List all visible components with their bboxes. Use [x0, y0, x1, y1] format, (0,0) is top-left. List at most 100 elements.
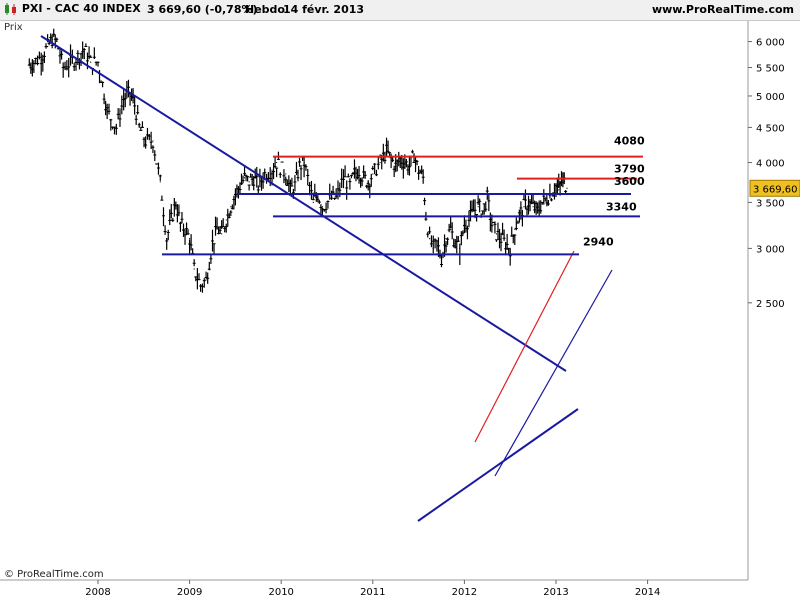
price-point	[230, 206, 232, 208]
price-point	[527, 201, 530, 204]
price-point	[166, 238, 168, 240]
price-point	[532, 206, 534, 208]
candlestick-icon	[5, 3, 16, 15]
price-point	[413, 154, 415, 156]
level-label-3600: 3600	[614, 175, 645, 188]
price-point	[47, 45, 49, 48]
price-point	[436, 242, 438, 245]
price-point	[56, 40, 58, 43]
x-tick-label: 2013	[543, 587, 568, 598]
price-point	[205, 279, 207, 281]
price-point	[353, 173, 356, 175]
price-point	[145, 140, 147, 142]
y-tick-label: 5 000	[756, 92, 785, 103]
level-label-2940: 2940	[583, 235, 614, 248]
price-point	[294, 185, 296, 187]
plot-area	[0, 21, 748, 580]
price-point	[379, 161, 381, 164]
price-point	[342, 177, 345, 179]
price-point	[482, 210, 484, 212]
price-point	[170, 219, 172, 221]
price-point	[97, 61, 99, 63]
price-point	[459, 247, 461, 249]
price-point	[505, 242, 507, 245]
price-point	[363, 177, 365, 179]
period-label: Hebdo	[245, 3, 285, 16]
price-point	[486, 197, 488, 199]
symbol-title: PXI - CAC 40 INDEX	[4, 2, 141, 16]
price-point	[335, 197, 337, 199]
price-point	[159, 181, 161, 183]
x-tick-label: 2008	[85, 587, 110, 598]
price-point	[541, 201, 543, 204]
price-point	[28, 64, 30, 66]
price-point	[199, 284, 202, 287]
price-point	[234, 193, 236, 195]
price-point	[193, 268, 195, 270]
price-point	[566, 187, 568, 189]
y-tick-label: 2 500	[756, 299, 785, 310]
price-point	[560, 181, 563, 183]
y-tick-label: 3 000	[756, 244, 785, 255]
price-point	[563, 181, 565, 183]
price-point	[500, 238, 502, 240]
price-point	[358, 169, 360, 171]
price-point	[257, 185, 259, 187]
price-point	[189, 238, 191, 240]
price-point	[264, 173, 266, 175]
level-label-4080: 4080	[614, 135, 645, 148]
price-point	[491, 223, 493, 226]
price-point	[372, 173, 374, 175]
price-point	[90, 61, 92, 63]
x-tick-label: 2010	[268, 587, 293, 598]
price-point	[62, 66, 64, 69]
price-point	[440, 257, 443, 260]
price-point	[33, 61, 35, 63]
price-point	[537, 210, 539, 212]
price-point	[276, 161, 278, 164]
symbol-label: PXI - CAC 40 INDEX	[21, 2, 141, 15]
price-point	[418, 169, 420, 171]
price-point	[239, 185, 241, 187]
date-label: 14 févr. 2013	[283, 3, 365, 16]
y-tick-label: 5 500	[756, 64, 785, 75]
price-point	[509, 247, 511, 249]
price-point	[216, 228, 218, 230]
price-point	[495, 233, 498, 235]
price-point	[555, 185, 557, 187]
uptrend-channel-line	[494, 269, 613, 477]
price-point	[463, 223, 465, 226]
price-point	[523, 206, 525, 208]
y-axis-label: Prix	[4, 22, 23, 33]
price-point	[221, 233, 223, 235]
last-price-tag	[749, 179, 800, 197]
price-point	[152, 140, 154, 142]
price-point	[51, 38, 53, 40]
price-point	[321, 206, 324, 208]
price-point	[298, 165, 301, 167]
price-point	[404, 161, 406, 164]
price-point	[243, 177, 246, 179]
price-point	[385, 150, 388, 153]
price-point	[179, 223, 182, 226]
website-link[interactable]: www.ProRealTime.com	[651, 3, 794, 16]
price-point	[390, 158, 392, 160]
price-point	[253, 177, 255, 179]
price-point	[399, 158, 401, 160]
price-point	[367, 181, 369, 183]
price-change: 3 669,60 (-0,78%)	[147, 3, 258, 16]
price-point	[546, 197, 548, 199]
price-point	[450, 228, 452, 230]
price-point	[395, 165, 397, 167]
level-label-3340: 3340	[606, 200, 637, 213]
price-point	[330, 197, 333, 199]
y-tick-label: 4 000	[756, 159, 785, 170]
support-trend-line	[417, 408, 579, 522]
price-point	[468, 219, 470, 221]
chart-header: PXI - CAC 40 INDEX 3 669,60 (-0,78%) Heb…	[0, 0, 800, 21]
price-point	[115, 126, 117, 129]
x-tick-label: 2009	[177, 587, 202, 598]
uptrend-channel-upper	[474, 250, 575, 443]
price-point	[558, 189, 560, 191]
